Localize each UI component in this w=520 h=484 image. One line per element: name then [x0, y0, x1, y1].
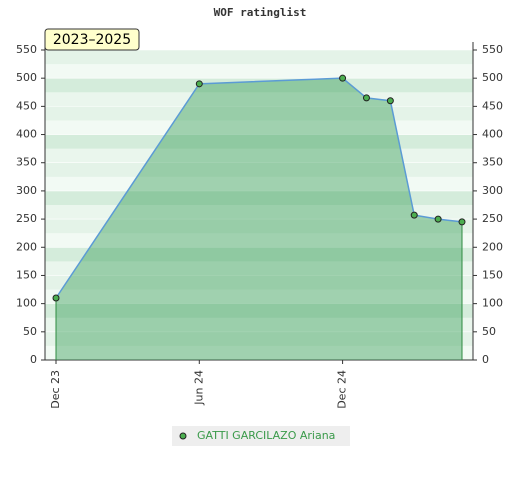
- area: [56, 78, 462, 360]
- y2-tick-label: 550: [482, 43, 503, 56]
- background-band: [45, 261, 473, 276]
- y2-tick-label: 350: [482, 156, 503, 169]
- y-tick-label: 200: [16, 240, 37, 253]
- point: [458, 218, 466, 226]
- x-tick-label: Jun 24: [192, 370, 205, 406]
- y2-tick-label: 300: [482, 184, 503, 197]
- x-tick-label: Dec 23: [49, 370, 62, 409]
- background-band: [45, 303, 473, 319]
- y2-tick-label: 450: [482, 99, 503, 112]
- point: [339, 74, 347, 82]
- background-band: [45, 219, 473, 234]
- background-band: [45, 78, 473, 93]
- x-tick-label: Dec 24: [336, 370, 349, 409]
- background-band: [45, 64, 473, 79]
- point: [362, 94, 370, 102]
- line: [55, 77, 463, 299]
- y-tick-label: 550: [16, 43, 37, 56]
- background-band: [45, 120, 473, 136]
- y2-tick-label: 500: [482, 71, 503, 84]
- background-band: [45, 205, 473, 220]
- y2-tick-label: 250: [482, 212, 503, 225]
- background-band: [45, 134, 473, 150]
- y-tick-label: 300: [16, 184, 37, 197]
- background-band: [45, 233, 473, 248]
- point: [386, 97, 394, 105]
- y2-tick-label: 150: [482, 268, 503, 281]
- legend-marker: [179, 432, 187, 440]
- background-band: [45, 190, 473, 206]
- chart-title: WOF ratinglist: [214, 6, 307, 19]
- background-band: [45, 345, 473, 361]
- background-band: [45, 331, 473, 347]
- y-tick-label: 500: [16, 71, 37, 84]
- legend-box: [172, 426, 350, 446]
- background-band: [45, 106, 473, 121]
- y2-tick-label: 400: [482, 128, 503, 141]
- background-band: [45, 148, 473, 164]
- y-tick-label: 0: [30, 353, 37, 366]
- background-band: [45, 247, 473, 262]
- y-tick-label: 50: [23, 325, 37, 338]
- point: [410, 211, 418, 219]
- y-tick-label: 250: [16, 212, 37, 225]
- background-band: [45, 162, 473, 178]
- y-tick-label: 450: [16, 99, 37, 112]
- legend-label: GATTI GARCILAZO Ariana: [197, 429, 335, 442]
- y2-tick-label: 200: [482, 240, 503, 253]
- badge: 2023–2025: [53, 32, 131, 48]
- background-band: [45, 176, 473, 192]
- point: [195, 80, 203, 88]
- y-tick-label: 100: [16, 297, 37, 310]
- background-band: [45, 289, 473, 305]
- y2-tick-label: 100: [482, 297, 503, 310]
- y-tick-label: 350: [16, 156, 37, 169]
- background-band: [45, 50, 473, 65]
- y2-tick-label: 50: [482, 325, 496, 338]
- background-band: [45, 317, 473, 333]
- point: [52, 294, 60, 302]
- badge-box: [44, 28, 140, 51]
- y2-tick-label: 0: [482, 353, 489, 366]
- y-tick-label: 400: [16, 128, 37, 141]
- point: [434, 215, 442, 223]
- y-tick-label: 150: [16, 268, 37, 281]
- background-band: [45, 275, 473, 291]
